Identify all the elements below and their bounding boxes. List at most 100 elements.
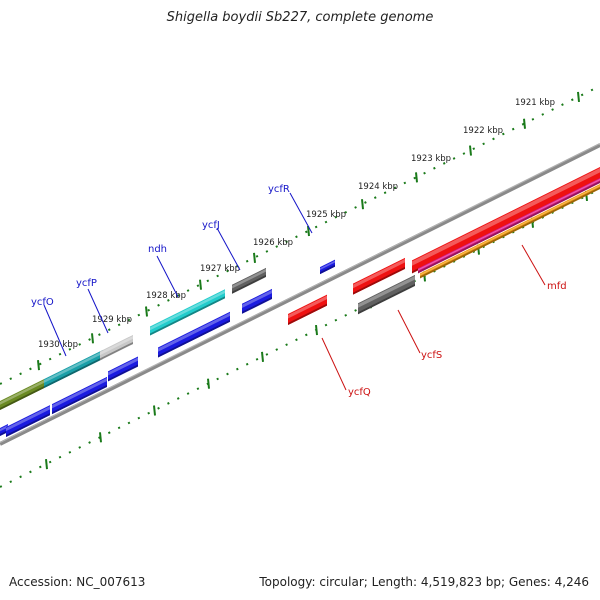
gene-label-ycfj-line — [216, 227, 241, 271]
ruler-major-tick — [253, 252, 256, 263]
gene-blue-2-shadow — [52, 384, 107, 415]
gene-ycfs — [358, 274, 415, 315]
map-title: Shigella boydii Sb227, complete genome — [166, 10, 434, 25]
gene-blue-2-highlight — [52, 377, 107, 409]
gene-blue-3 — [108, 356, 138, 382]
gene-blue-4-shadow — [158, 319, 230, 358]
backbone-line — [0, 143, 600, 446]
inner-major-tick — [315, 324, 318, 336]
gene-ycfs-highlight — [358, 275, 415, 308]
gene-ycfr — [320, 259, 335, 275]
outer-ruler-line — [0, 85, 600, 385]
ruler-tick-label: 1929 kbp — [92, 315, 132, 325]
gene-blue-1-shadow — [6, 413, 50, 438]
gene-ycfq — [288, 294, 327, 325]
gene-olive-highlight — [0, 380, 44, 405]
inner-major-tick — [261, 351, 264, 362]
gene-ndh — [150, 289, 225, 336]
gene-blue-5-highlight — [242, 289, 272, 308]
outer-ruler: 1921 kbp 1922 kbp 1923 kbp 1924 kbp 1925 kbp… — [0, 85, 600, 385]
gene-ndh-shadow — [150, 296, 225, 336]
gene-orange-highlight — [420, 185, 600, 276]
gene-label-ycfo-line — [43, 304, 67, 357]
ruler-major-tick — [415, 172, 418, 183]
gene-blue-5 — [242, 288, 272, 314]
inner-major-tick — [99, 432, 102, 443]
ruler-tick-label: 1925 kbp — [306, 210, 346, 220]
gene-ycfj — [232, 267, 266, 294]
ruler-major-tick — [199, 279, 202, 290]
gene-ycfj-shadow — [232, 274, 266, 294]
gene-label-ycfo: ycfO — [31, 297, 54, 308]
gene-blue-edge-highlight — [0, 425, 8, 432]
gene-ndh-highlight — [150, 290, 225, 331]
gene-label-ycfs: ycfS — [421, 350, 442, 361]
backbone — [0, 143, 600, 446]
gene-label-mfd-line — [521, 244, 546, 286]
ruler-major-tick — [361, 199, 364, 210]
ruler-tick-label: 1926 kbp — [253, 238, 293, 248]
gene-ycfr-shadow — [320, 264, 335, 275]
gene-ycfq-shadow — [288, 303, 327, 325]
gene-gray-light-shadow — [100, 341, 133, 361]
ruler-tick-label: 1924 kbp — [358, 182, 398, 192]
gene-callouts: ycfO ycfP ndh ycfJ ycfR ycfQ ycfS mfd — [31, 184, 567, 398]
ruler-major-tick — [469, 145, 472, 156]
gene-blue-5-shadow — [242, 296, 272, 314]
gene-red-2 — [353, 257, 405, 295]
gene-gray-light-highlight — [100, 335, 133, 356]
topology-text: Topology: circular; Length: 4,519,823 bp… — [259, 575, 589, 589]
gene-blue-3-highlight — [108, 357, 138, 376]
gene-features — [0, 167, 600, 438]
ruler-major-tick — [91, 333, 94, 344]
backbone-highlight — [0, 143, 600, 443]
gene-olive — [0, 379, 44, 411]
ruler-major-tick — [37, 360, 40, 371]
gene-ycfo-shadow — [44, 356, 103, 389]
gene-ycfr-highlight — [320, 260, 335, 270]
gene-blue-1 — [6, 405, 50, 438]
gene-label-ycfr: ycfR — [268, 184, 290, 195]
gene-label-ycfp: ycfP — [76, 278, 97, 289]
gene-ycfq-highlight — [288, 295, 327, 319]
gene-red-2-highlight — [353, 258, 405, 289]
inner-major-tick — [207, 378, 210, 389]
ruler-tick-label: 1927 kbp — [200, 264, 240, 274]
gene-magenta — [418, 178, 600, 274]
gene-ycfj-highlight — [232, 268, 266, 289]
ruler-tick-label: 1923 kbp — [411, 154, 451, 164]
outer-ruler-labels: 1921 kbp 1922 kbp 1923 kbp 1924 kbp 1925 kbp… — [38, 98, 555, 350]
gene-label-ndh-line — [156, 255, 179, 298]
inner-major-tick — [45, 459, 48, 470]
gene-magenta-shadow — [418, 181, 600, 274]
gene-red-2-shadow — [353, 266, 405, 295]
gene-ycfo-highlight — [44, 350, 103, 383]
ruler-major-tick — [577, 91, 580, 103]
gene-label-ycfq-line — [321, 337, 347, 391]
gene-label-mfd: mfd — [547, 281, 567, 292]
ruler-tick-label: 1922 kbp — [463, 126, 503, 136]
ruler-tick-label: 1921 kbp — [515, 98, 555, 108]
gene-orange — [420, 184, 600, 279]
gene-olive-shadow — [0, 386, 44, 411]
gene-orange-shadow — [420, 187, 600, 279]
inner-major-tick — [153, 405, 156, 416]
ruler-tick-label: 1928 kbp — [146, 291, 186, 301]
gene-magenta-highlight — [418, 179, 600, 271]
gene-gray-light — [100, 334, 133, 361]
accession-text: Accession: NC_007613 — [9, 575, 146, 589]
gene-label-ndh: ndh — [148, 244, 167, 255]
gene-label-ycfs-line — [397, 309, 421, 354]
gene-blue-4-highlight — [158, 312, 230, 352]
ruler-tick-label: 1930 kbp — [38, 340, 78, 350]
gene-ycfo — [44, 349, 103, 389]
ruler-major-tick — [307, 225, 310, 237]
gene-label-ycfq: ycfQ — [348, 387, 371, 398]
gene-label-ycfp-line — [87, 288, 109, 334]
gene-ycfs-shadow — [358, 283, 415, 315]
gene-blue-4 — [158, 311, 230, 358]
gene-mfd-highlight — [412, 168, 600, 266]
ruler-major-tick — [145, 306, 148, 317]
gene-label-ycfr-line — [289, 192, 313, 234]
